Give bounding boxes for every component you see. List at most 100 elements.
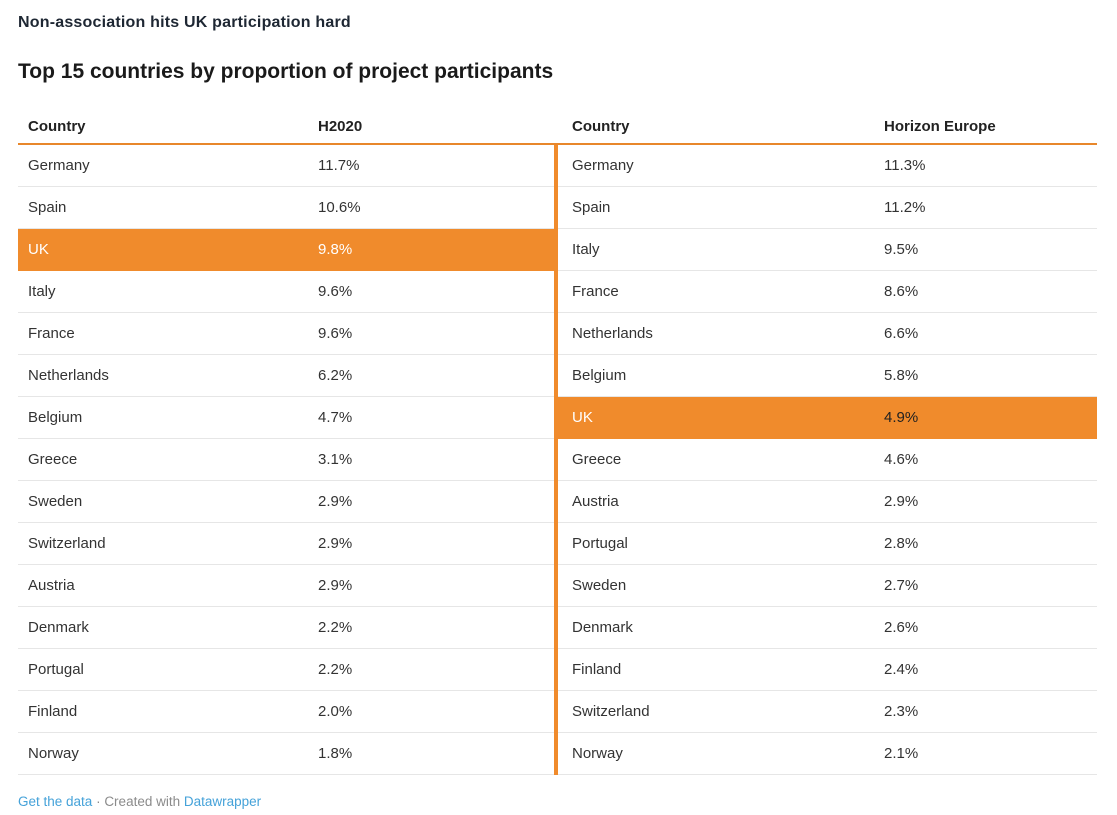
country-cell: France: [572, 283, 619, 301]
table-body-row: Germany 11.7% Spain 10.6% UK 9.8% Italy 9.6% Fra…: [18, 145, 1097, 776]
country-cell: Italy: [572, 241, 600, 259]
country-cell: UK: [28, 241, 49, 259]
value-cell: 2.8%: [884, 535, 919, 553]
table-header-horizon-europe: Country Horizon Europe: [558, 109, 1097, 143]
value-cell: 2.2%: [318, 619, 353, 637]
country-cell: Belgium: [572, 367, 627, 385]
datawrapper-link[interactable]: Datawrapper: [183, 794, 262, 810]
value-cell: 2.1%: [884, 745, 919, 763]
country-cell: Germany: [28, 157, 90, 175]
country-cell: Germany: [572, 157, 634, 175]
value-cell: 2.9%: [318, 535, 353, 553]
created-with-text: Created with: [104, 794, 184, 810]
country-cell: Finland: [28, 703, 78, 721]
value-cell: 2.9%: [884, 493, 919, 511]
country-cell: Belgium: [28, 409, 83, 427]
country-cell: Sweden: [28, 493, 83, 511]
value-cell: 9.6%: [318, 283, 353, 301]
table-row: Norway 2.1%: [558, 733, 1097, 776]
value-cell: 2.4%: [884, 661, 919, 679]
table-row: Germany 11.7%: [18, 145, 554, 188]
country-cell: France: [28, 325, 75, 343]
value-cell: 3.1%: [318, 451, 353, 469]
country-cell: Italy: [28, 283, 56, 301]
value-cell: 1.8%: [318, 745, 353, 763]
table-row: Finland 2.0%: [18, 691, 554, 734]
country-cell: Netherlands: [572, 325, 653, 343]
country-cell: Portugal: [28, 661, 84, 679]
table-row: Netherlands 6.2%: [18, 355, 554, 398]
table-row: Sweden 2.7%: [558, 565, 1097, 608]
table-row: Denmark 2.6%: [558, 607, 1097, 650]
value-cell: 11.2%: [884, 199, 926, 217]
column-header-country-left: Country: [28, 117, 86, 135]
value-cell: 9.5%: [884, 241, 919, 259]
value-cell: 2.2%: [318, 661, 353, 679]
table-row: Finland 2.4%: [558, 649, 1097, 692]
table-row: Spain 10.6%: [18, 187, 554, 230]
table-row: Germany 11.3%: [558, 145, 1097, 188]
get-the-data-link[interactable]: Get the data: [18, 794, 93, 810]
value-cell: 2.9%: [318, 577, 353, 595]
country-cell: Austria: [572, 493, 619, 511]
value-cell: 6.2%: [318, 367, 353, 385]
table-body-h2020: Germany 11.7% Spain 10.6% UK 9.8% Italy 9.6% Fra…: [18, 145, 554, 776]
value-cell: 2.6%: [884, 619, 919, 637]
table-header-row: Country H2020 Country Horizon Europe: [18, 109, 1097, 143]
table-row: Greece 4.6%: [558, 439, 1097, 482]
value-cell: 4.9%: [884, 409, 919, 427]
value-cell: 5.8%: [884, 367, 919, 385]
country-cell: Portugal: [572, 535, 628, 553]
value-cell: 11.7%: [318, 157, 360, 175]
value-cell: 9.8%: [318, 241, 353, 259]
country-cell: Sweden: [572, 577, 627, 595]
table-row: Belgium 5.8%: [558, 355, 1097, 398]
table-row: Italy 9.6%: [18, 271, 554, 314]
table-row: Belgium 4.7%: [18, 397, 554, 440]
country-cell: Spain: [572, 199, 611, 217]
table-row: Netherlands 6.6%: [558, 313, 1097, 356]
value-cell: 9.6%: [318, 325, 353, 343]
table-row: Austria 2.9%: [18, 565, 554, 608]
country-cell: Norway: [572, 745, 623, 763]
table-row-highlighted: UK 4.9%: [558, 397, 1097, 440]
table-row: France 8.6%: [558, 271, 1097, 314]
country-cell: Netherlands: [28, 367, 109, 385]
table-row: Switzerland 2.3%: [558, 691, 1097, 734]
table-row: Switzerland 2.9%: [18, 523, 554, 566]
table-row: Norway 1.8%: [18, 733, 554, 776]
table-row: Italy 9.5%: [558, 229, 1097, 272]
table-row-highlighted: UK 9.8%: [18, 229, 554, 272]
country-cell: UK: [572, 409, 593, 427]
country-cell: Denmark: [572, 619, 633, 637]
value-cell: 2.0%: [318, 703, 353, 721]
value-cell: 8.6%: [884, 283, 919, 301]
country-cell: Switzerland: [28, 535, 106, 553]
table-body-horizon-europe: Germany 11.3% Spain 11.2% Italy 9.5% France 8.6…: [558, 145, 1097, 776]
country-cell: Denmark: [28, 619, 89, 637]
value-cell: 11.3%: [884, 157, 926, 175]
value-cell: 10.6%: [318, 199, 361, 217]
table-row: Portugal 2.2%: [18, 649, 554, 692]
table-row: France 9.6%: [18, 313, 554, 356]
chart-footer: Get the data · Created with Datawrapper: [18, 794, 1097, 809]
table-row: Greece 3.1%: [18, 439, 554, 482]
column-header-h2020: H2020: [318, 117, 363, 135]
footer-separator: ·: [92, 794, 105, 810]
value-cell: 4.6%: [884, 451, 919, 469]
country-cell: Spain: [28, 199, 67, 217]
tables-wrap: Country H2020 Country Horizon Europe Ger…: [18, 109, 1097, 776]
chart-kicker: Non-association hits UK participation ha…: [18, 14, 351, 31]
table-row: Denmark 2.2%: [18, 607, 554, 650]
column-header-horizon-europe: Horizon Europe: [884, 117, 996, 135]
value-cell: 4.7%: [318, 409, 353, 427]
country-cell: Norway: [28, 745, 79, 763]
table-row: Sweden 2.9%: [18, 481, 554, 524]
value-cell: 2.3%: [884, 703, 919, 721]
country-cell: Austria: [28, 577, 75, 595]
tables-vertical-divider: [554, 145, 558, 776]
country-cell: Switzerland: [572, 703, 650, 721]
table-row: Spain 11.2%: [558, 187, 1097, 230]
table-header-h2020: Country H2020: [18, 109, 554, 143]
